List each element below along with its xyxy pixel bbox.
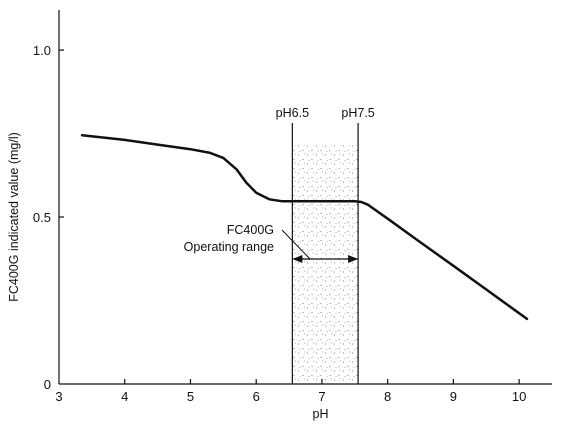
ph-upper-bound-label: pH7.5 xyxy=(341,106,374,120)
y-tick-label: 0.5 xyxy=(33,210,51,225)
annotation-leader-line xyxy=(281,229,311,260)
x-axis-title: pH xyxy=(313,407,329,421)
x-tick-label: 3 xyxy=(55,389,62,404)
y-axis-title: FC400G indicated value (mg/l) xyxy=(7,132,21,302)
series-line xyxy=(80,133,529,321)
operating-range-band xyxy=(292,145,359,384)
y-tick-label: 1.0 xyxy=(33,43,51,58)
operating-range-label-line1: FC400G xyxy=(227,223,274,237)
x-tick-label: 10 xyxy=(512,389,526,404)
x-tick-label: 6 xyxy=(253,389,260,404)
x-tick-label: 7 xyxy=(318,389,325,404)
y-tick-label: 0 xyxy=(44,377,51,392)
x-tick-label: 9 xyxy=(450,389,457,404)
x-tick-label: 5 xyxy=(187,389,194,404)
x-tick-label: 8 xyxy=(384,389,391,404)
x-ticks: 3 4 5 6 7 8 9 10 xyxy=(55,379,526,404)
x-tick-label: 4 xyxy=(121,389,128,404)
ph-lower-bound-label: pH6.5 xyxy=(276,106,309,120)
y-ticks: 0 0.5 1.0 xyxy=(33,43,64,392)
operating-range-label-line2: Operating range xyxy=(184,240,274,254)
